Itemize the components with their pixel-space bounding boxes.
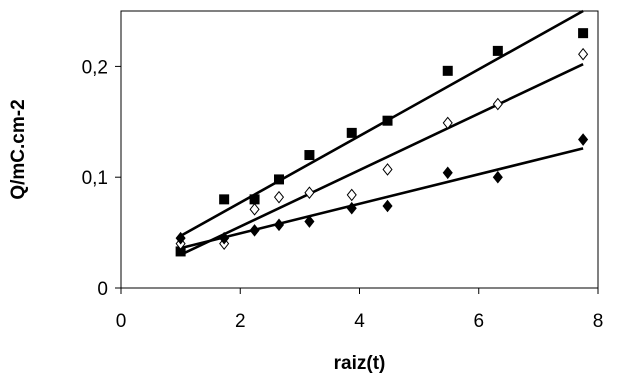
y-tick-label: 0,1 [82,168,108,189]
data-point [249,224,260,237]
y-tick-label: 0,2 [82,57,108,78]
trend-line [179,9,584,238]
data-point [346,188,357,202]
data-point [382,115,393,126]
data-point [382,199,393,213]
data-point [249,203,260,216]
data-point [492,170,503,184]
data-point [304,150,315,161]
data-point [442,166,453,180]
x-tick-label: 4 [354,311,365,332]
plot-area: 0 2 4 6 8 0 0,1 0,2 [82,9,604,332]
data-point [274,174,285,185]
data-point [578,47,589,61]
data-point [578,28,589,39]
data-point [273,218,285,232]
data-point [382,163,393,176]
data-point [442,65,453,76]
x-tick-label: 8 [593,311,604,332]
data-point [273,190,285,204]
data-point [492,45,503,56]
x-tick-label: 0 [116,311,127,332]
trend-line [180,63,584,256]
data-point [175,231,186,245]
data-point [249,194,260,205]
data-point [578,133,589,146]
x-tick-label: 2 [235,311,246,332]
y-tick-label: 0 [97,279,108,300]
data-point [219,194,230,205]
data-point [304,215,315,228]
y-axis-label: Q/mC.cm-2 [8,99,29,199]
data-point [219,231,230,245]
x-axis-label: raiz(t) [334,353,386,374]
data-point [492,97,503,111]
x-tick-label: 6 [473,311,484,332]
trend-line [180,147,584,250]
data-point [346,127,357,138]
data-point [175,246,186,257]
data-point [442,116,453,130]
data-point [304,186,315,200]
data-point [346,201,357,215]
